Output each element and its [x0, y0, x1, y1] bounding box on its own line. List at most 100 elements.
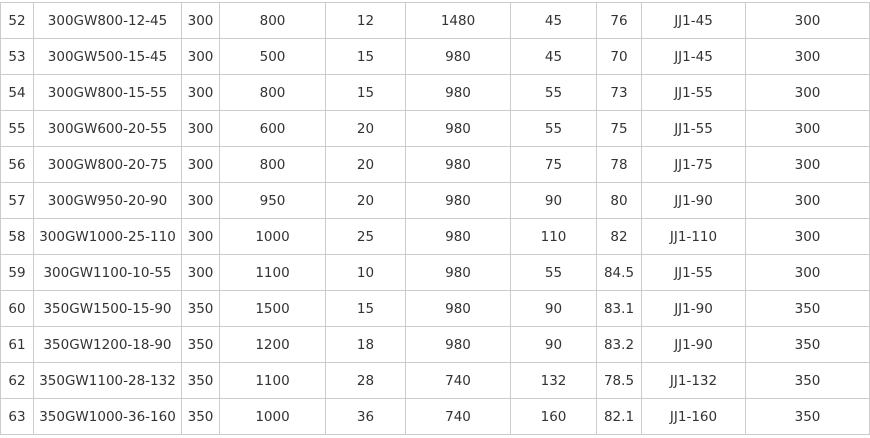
cell-col-9: JJ1-45 — [641, 2, 746, 39]
cell-col-5: 15 — [325, 74, 406, 111]
table-row: 59 300GW1100-10-55 300 1100 10 980 55 84.5 JJ1-5… — [0, 254, 870, 291]
cell-col-3: 300 — [181, 2, 220, 39]
cell-model: 300GW800-15-55 — [33, 74, 182, 111]
cell-col-9: JJ1-132 — [641, 362, 746, 399]
table-row: 57 300GW950-20-90 300 950 20 980 90 80 JJ1-90 300 — [0, 182, 870, 219]
cell-col-9: JJ1-90 — [641, 290, 746, 327]
cell-col-5: 12 — [325, 2, 406, 39]
cell-row-number: 60 — [0, 290, 34, 327]
cell-col-5: 15 — [325, 38, 406, 75]
cell-col-6: 740 — [405, 398, 511, 435]
cell-col-8: 75 — [596, 110, 642, 147]
cell-col-6: 980 — [405, 146, 511, 183]
cell-col-5: 36 — [325, 398, 406, 435]
cell-col-3: 300 — [181, 74, 220, 111]
cell-col-10: 350 — [745, 290, 870, 327]
cell-col-8: 78.5 — [596, 362, 642, 399]
cell-col-6: 980 — [405, 38, 511, 75]
cell-col-10: 300 — [745, 146, 870, 183]
cell-col-5: 10 — [325, 254, 406, 291]
cell-col-9: JJ1-110 — [641, 218, 746, 255]
cell-row-number: 62 — [0, 362, 34, 399]
cell-col-5: 15 — [325, 290, 406, 327]
cell-col-4: 1100 — [219, 362, 326, 399]
cell-col-3: 350 — [181, 398, 220, 435]
cell-row-number: 52 — [0, 2, 34, 39]
cell-col-3: 350 — [181, 290, 220, 327]
cell-col-9: JJ1-55 — [641, 110, 746, 147]
cell-col-6: 980 — [405, 74, 511, 111]
cell-model: 300GW800-20-75 — [33, 146, 182, 183]
cell-model: 300GW950-20-90 — [33, 182, 182, 219]
cell-col-7: 110 — [510, 218, 597, 255]
cell-row-number: 63 — [0, 398, 34, 435]
cell-col-3: 350 — [181, 326, 220, 363]
table-row: 52 300GW800-12-45 300 800 12 1480 45 76 JJ1-45 30… — [0, 2, 870, 39]
cell-col-7: 45 — [510, 2, 597, 39]
table-row: 54 300GW800-15-55 300 800 15 980 55 73 JJ1-55 300 — [0, 74, 870, 111]
cell-col-6: 980 — [405, 182, 511, 219]
cell-model: 300GW1100-10-55 — [33, 254, 182, 291]
cell-col-7: 75 — [510, 146, 597, 183]
cell-col-5: 20 — [325, 182, 406, 219]
cell-col-7: 90 — [510, 290, 597, 327]
cell-col-4: 1100 — [219, 254, 326, 291]
cell-col-4: 800 — [219, 74, 326, 111]
cell-model: 300GW600-20-55 — [33, 110, 182, 147]
cell-col-6: 980 — [405, 254, 511, 291]
cell-col-10: 300 — [745, 38, 870, 75]
cell-col-7: 45 — [510, 38, 597, 75]
cell-col-8: 73 — [596, 74, 642, 111]
cell-col-8: 76 — [596, 2, 642, 39]
cell-col-7: 55 — [510, 110, 597, 147]
cell-col-3: 300 — [181, 218, 220, 255]
cell-col-3: 350 — [181, 362, 220, 399]
table-row: 58 300GW1000-25-110 300 1000 25 980 110 82 JJ1-1… — [0, 218, 870, 255]
cell-col-9: JJ1-75 — [641, 146, 746, 183]
table-row: 63 350GW1000-36-160 350 1000 36 740 160 82.1 JJ1… — [0, 398, 870, 435]
cell-col-9: JJ1-55 — [641, 74, 746, 111]
cell-col-10: 300 — [745, 182, 870, 219]
table-row: 60 350GW1500-15-90 350 1500 15 980 90 83.1 JJ1-9… — [0, 290, 870, 327]
table-row: 53 300GW500-15-45 300 500 15 980 45 70 JJ1-45 300 — [0, 38, 870, 75]
cell-col-7: 55 — [510, 254, 597, 291]
cell-col-10: 300 — [745, 110, 870, 147]
cell-col-10: 350 — [745, 362, 870, 399]
cell-col-6: 740 — [405, 362, 511, 399]
cell-col-3: 300 — [181, 182, 220, 219]
cell-col-3: 300 — [181, 254, 220, 291]
cell-col-8: 84.5 — [596, 254, 642, 291]
cell-col-10: 300 — [745, 254, 870, 291]
cell-col-7: 90 — [510, 182, 597, 219]
cell-col-4: 950 — [219, 182, 326, 219]
cell-col-6: 980 — [405, 326, 511, 363]
table-row: 62 350GW1100-28-132 350 1100 28 740 132 78.5 JJ1… — [0, 362, 870, 399]
cell-model: 350GW1500-15-90 — [33, 290, 182, 327]
cell-col-5: 20 — [325, 146, 406, 183]
cell-row-number: 53 — [0, 38, 34, 75]
cell-model: 300GW1000-25-110 — [33, 218, 182, 255]
cell-col-10: 350 — [745, 398, 870, 435]
cell-model: 300GW800-12-45 — [33, 2, 182, 39]
cell-col-4: 1000 — [219, 218, 326, 255]
cell-col-5: 18 — [325, 326, 406, 363]
cell-col-8: 80 — [596, 182, 642, 219]
cell-col-6: 980 — [405, 110, 511, 147]
cell-col-9: JJ1-90 — [641, 326, 746, 363]
cell-col-4: 500 — [219, 38, 326, 75]
cell-col-8: 83.1 — [596, 290, 642, 327]
cell-col-4: 1000 — [219, 398, 326, 435]
cell-col-4: 800 — [219, 2, 326, 39]
cell-col-8: 83.2 — [596, 326, 642, 363]
cell-row-number: 58 — [0, 218, 34, 255]
cell-col-3: 300 — [181, 146, 220, 183]
cell-col-3: 300 — [181, 110, 220, 147]
cell-col-5: 25 — [325, 218, 406, 255]
cell-row-number: 56 — [0, 146, 34, 183]
cell-col-9: JJ1-55 — [641, 254, 746, 291]
cell-col-5: 28 — [325, 362, 406, 399]
cell-col-10: 300 — [745, 2, 870, 39]
cell-col-6: 1480 — [405, 2, 511, 39]
cell-row-number: 59 — [0, 254, 34, 291]
